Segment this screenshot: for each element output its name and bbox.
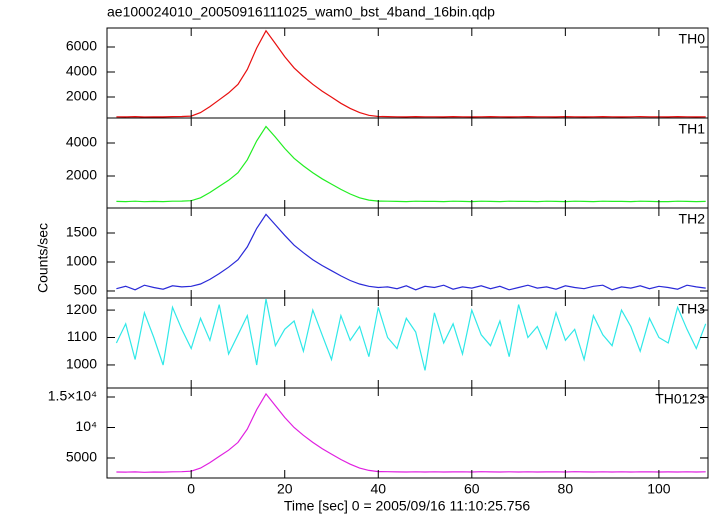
x-tick-label: 100	[647, 481, 671, 497]
light-curve	[116, 213, 706, 291]
y-tick-label: 2000	[66, 88, 97, 104]
light-curve	[115, 298, 707, 371]
y-tick-label: 10⁴	[75, 418, 97, 434]
panel-label: TH0123	[655, 391, 705, 407]
x-tick-label: 60	[464, 481, 480, 497]
y-tick-label: 1.5×10⁴	[48, 388, 97, 404]
light-curve	[116, 29, 706, 118]
y-tick-label: 6000	[66, 38, 97, 54]
panel-frame	[106, 297, 709, 389]
y-tick-label: 1000	[66, 253, 97, 269]
x-tick-label: 20	[277, 481, 293, 497]
y-tick-label: 5000	[66, 449, 97, 465]
x-axis-label: Time [sec] 0 = 2005/09/16 11:10:25.756	[284, 498, 531, 514]
panel-label: TH2	[679, 211, 706, 227]
y-tick-label: 4000	[66, 63, 97, 79]
y-tick-label: 1200	[66, 301, 97, 317]
panel-frame	[106, 387, 709, 479]
panel-label: TH0	[679, 31, 706, 47]
y-tick-label: 1100	[67, 328, 97, 344]
light-curve	[116, 392, 706, 473]
panel-frame	[106, 27, 709, 119]
y-tick-label: 1500	[66, 224, 97, 240]
chart-title: ae100024010_20050916111025_wam0_bst_4ban…	[107, 4, 495, 20]
panel-label: TH3	[679, 301, 706, 317]
y-tick-label: 500	[74, 282, 98, 298]
x-tick-label: 80	[558, 481, 574, 497]
y-tick-label: 1000	[66, 356, 97, 372]
y-axis-label: Counts/sec	[35, 223, 51, 293]
panel-frame	[106, 117, 709, 209]
y-tick-label: 2000	[66, 167, 97, 183]
x-tick-label: 0	[187, 481, 195, 497]
y-tick-label: 4000	[66, 134, 97, 150]
panel-label: TH1	[679, 121, 706, 137]
x-tick-label: 40	[370, 481, 386, 497]
light-curve	[116, 125, 706, 203]
